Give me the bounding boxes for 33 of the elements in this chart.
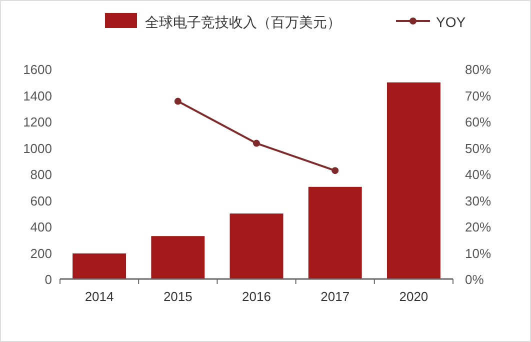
x-tick-label: 2020 (399, 289, 428, 304)
bar (72, 253, 126, 279)
y2-tick-label: 40% (465, 167, 492, 182)
y2-tick-label: 80% (465, 62, 492, 77)
x-tick-label: 2016 (242, 289, 271, 304)
bar (151, 236, 205, 279)
y2-tick-label: 10% (465, 246, 492, 261)
y-tick-label: 0 (44, 272, 52, 287)
y-tick-label: 1000 (23, 140, 52, 156)
bar (308, 186, 362, 279)
y2-tick-label: 0% (465, 272, 484, 287)
y-tick-label: 600 (30, 193, 52, 208)
point (253, 140, 260, 147)
legend-label: 全球电子竞技收入（百万美元） (145, 14, 341, 30)
y2-tick-label: 30% (465, 193, 492, 208)
x-tick-label: 2015 (163, 289, 192, 304)
point (332, 167, 339, 174)
y-tick-label: 1200 (23, 114, 52, 130)
y-tick-label: 1400 (23, 88, 52, 104)
y2-tick-label: 50% (465, 140, 492, 156)
bar (386, 82, 440, 279)
y2-tick-label: 20% (465, 220, 492, 234)
y2-tick-label: 60% (465, 114, 492, 130)
y-tick-label: 800 (30, 167, 52, 182)
y2-tick-label: 70% (465, 88, 492, 104)
y-tick-label: 1600 (23, 62, 52, 77)
point (174, 98, 182, 105)
y-tick-label: 400 (30, 220, 52, 234)
legend-label: YOY (436, 14, 466, 30)
y-tick-label: 200 (30, 246, 52, 261)
x-tick-label: 2014 (84, 289, 114, 304)
bar (230, 214, 284, 279)
x-tick-label: 2017 (320, 289, 350, 304)
